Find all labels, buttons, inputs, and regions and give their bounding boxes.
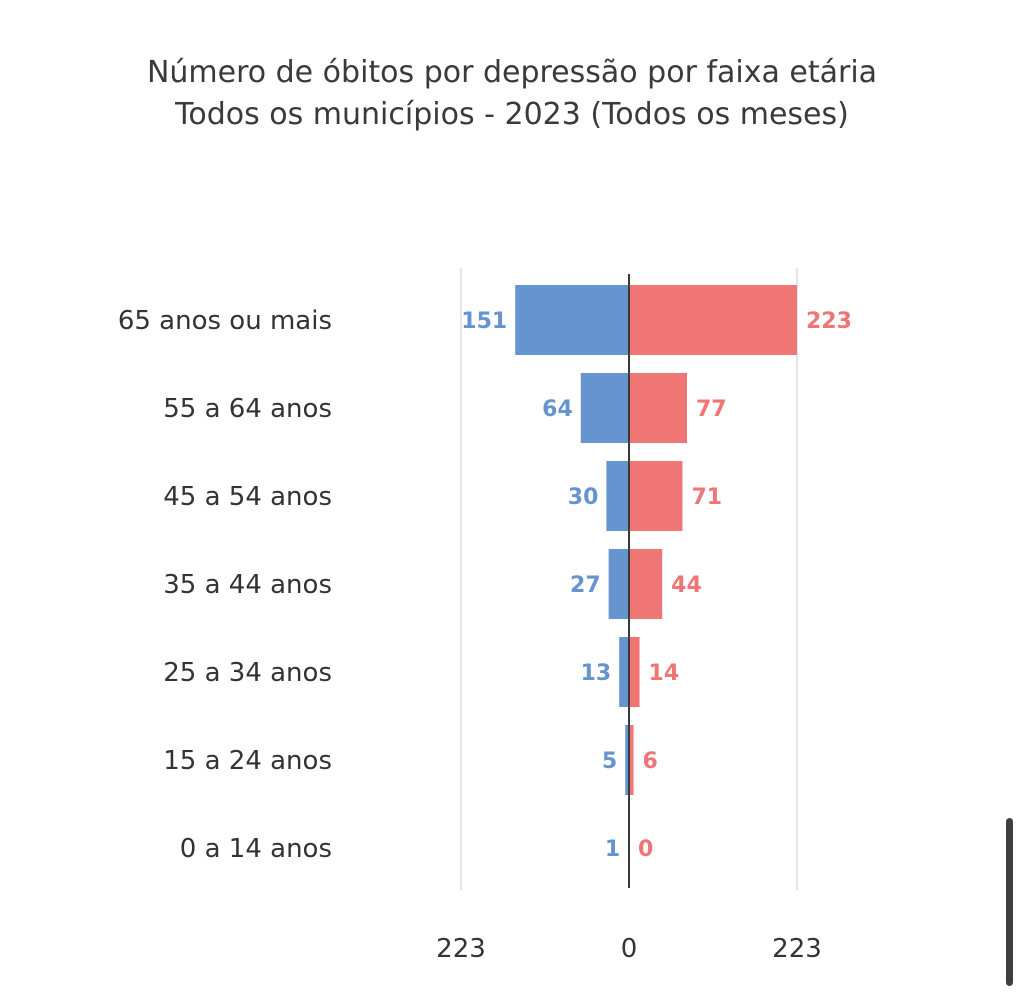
bar-right[interactable] [629, 373, 688, 443]
value-label-right: 0 [638, 837, 653, 862]
bar-right[interactable] [629, 725, 634, 795]
chart-title: Número de óbitos por depressão por faixa… [146, 55, 878, 90]
bar-left[interactable] [619, 637, 629, 707]
value-label-right: 71 [691, 485, 722, 510]
value-label-right: 14 [649, 661, 680, 686]
category-label: 55 a 64 anos [163, 394, 332, 424]
chart-title-block: Número de óbitos por depressão por faixa… [0, 52, 1024, 136]
value-label-left: 5 [602, 749, 617, 774]
bar-left[interactable] [580, 373, 629, 443]
chart-subtitle: Todos os municípios - 2023 (Todos os mes… [175, 97, 849, 132]
x-tick-label: 223 [436, 934, 486, 964]
bar-left[interactable] [608, 549, 629, 619]
category-label: 35 a 44 anos [163, 570, 332, 600]
category-label: 65 anos ou mais [118, 306, 332, 336]
bar-left[interactable] [606, 461, 629, 531]
bar-left[interactable] [515, 285, 629, 355]
bar-right[interactable] [629, 285, 797, 355]
x-tick-label: 223 [772, 934, 822, 964]
bar-left[interactable] [625, 725, 629, 795]
category-label: 0 a 14 anos [180, 834, 332, 864]
value-label-right: 77 [696, 397, 727, 422]
vertical-scrollbar[interactable] [1006, 818, 1013, 986]
value-label-right: 223 [806, 309, 852, 334]
value-label-left: 27 [570, 573, 601, 598]
value-label-left: 64 [542, 397, 573, 422]
value-label-left: 13 [581, 661, 612, 686]
bar-right[interactable] [629, 549, 663, 619]
bar-right[interactable] [629, 461, 683, 531]
category-label: 45 a 54 anos [163, 482, 332, 512]
value-label-left: 1 [605, 837, 620, 862]
value-label-left: 30 [568, 485, 599, 510]
value-label-right: 6 [643, 749, 658, 774]
value-label-right: 44 [671, 573, 702, 598]
value-label-left: 151 [461, 309, 507, 334]
x-tick-label: 0 [621, 934, 638, 964]
category-label: 15 a 24 anos [163, 746, 332, 776]
category-label: 25 a 34 anos [163, 658, 332, 688]
bar-right[interactable] [629, 637, 640, 707]
